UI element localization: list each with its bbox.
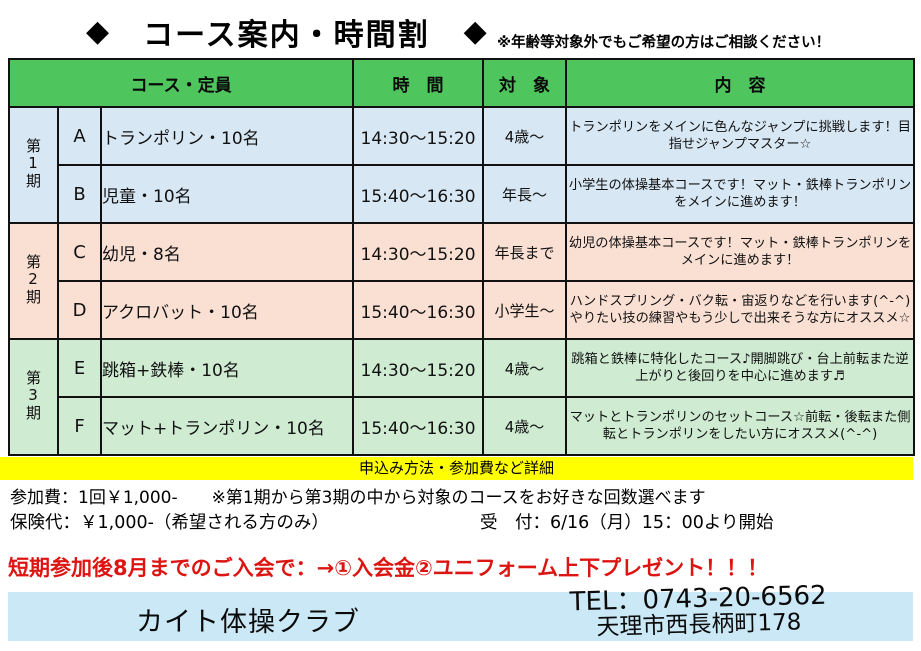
course-time: 15:40～16:30 — [352, 164, 485, 224]
course-description: マットとトランポリンのセットコース☆前転・後転また側転とトランポリンをしたい方に… — [565, 396, 916, 456]
course-name: 跳箱+鉄棒・10名 — [99, 338, 355, 398]
course-name: 幼児・8名 — [99, 222, 355, 282]
course-target: 年長まで — [482, 222, 568, 282]
period-3-cell: 第3期 — [8, 338, 59, 456]
insurance-fee-text: 保険代：￥1,000-（希望される方のみ） — [10, 513, 329, 533]
course-name: アクロバット・10名 — [99, 280, 355, 340]
header-target: 対 象 — [482, 58, 568, 108]
table-row-e: 第3期 E 跳箱+鉄棒・10名 14:30～15:20 4歳～ 跳箱と鉄棒に特化… — [8, 338, 916, 456]
participation-fee-line: 参加費：1回￥1,000- ※第1期から第3期の中から対象のコースをお好きな回数… — [10, 488, 706, 508]
page-title-text: コース案内・時間割 — [143, 18, 430, 53]
course-name: マット+トランポリン・10名 — [99, 396, 355, 456]
course-target: 4歳～ — [482, 396, 568, 456]
membership-promo-text: 短期参加後8月までのご入会で：→①入会金②ユニフォーム上下プレゼント！！！ — [8, 556, 769, 580]
course-letter: F — [57, 396, 102, 456]
course-target: 年長～ — [482, 164, 568, 224]
header-content: 内 容 — [565, 58, 916, 108]
reception-start-text: 受 付：6/16（月）15：00より開始 — [480, 513, 774, 533]
course-target: 4歳～ — [482, 106, 568, 166]
diamond-icon: ◆ — [86, 14, 110, 49]
course-letter: B — [57, 164, 102, 224]
course-letter: E — [57, 338, 102, 398]
course-description: トランポリンをメインに色んなジャンプに挑戦します！目指せジャンプマスター☆ — [565, 106, 916, 166]
table-row-b: B 児童・10名 15:40～16:30 年長～ 小学生の体操基本コースです！マ… — [9, 164, 916, 224]
course-target: 4歳～ — [482, 338, 568, 398]
course-description: 幼児の体操基本コースです！マット・鉄棒トランポリンをメインに進めます！ — [565, 222, 916, 282]
course-time: 14:30～15:20 — [352, 222, 485, 282]
table-header-row: コース・定員 時 間 対 象 内 容 — [7, 58, 916, 108]
diamond-icon: ◆ — [463, 14, 487, 49]
course-description: ハンドスプリング・バク転・宙返りなどを行います(^-^)やりたい技の練習やもう少… — [565, 280, 916, 340]
course-description: 跳箱と鉄棒に特化したコース♪開脚跳び・台上前転また逆上がりと後回りを中心に進めま… — [565, 338, 916, 398]
course-description: 小学生の体操基本コースです！マット・鉄棒トランポリンをメインに進めます！ — [565, 164, 916, 224]
header-time: 時 間 — [352, 58, 485, 108]
table-row-c: 第2期 C 幼児・8名 14:30～15:20 年長まで 幼児の体操基本コースで… — [8, 222, 916, 340]
table-row-d: D アクロバット・10名 15:40～16:30 小学生～ ハンドスプリング・バ… — [9, 280, 916, 340]
age-exception-note: ※年齢等対象外でもご希望の方はご相談ください！ — [497, 35, 831, 51]
course-name: トランポリン・10名 — [99, 106, 355, 166]
course-target: 小学生～ — [482, 280, 568, 340]
course-letter: A — [57, 106, 102, 166]
course-time: 14:30～15:20 — [352, 338, 485, 398]
page-title: ◆ コース案内・時間割 ◆ — [86, 10, 487, 54]
application-details-banner: 申込み方法・参加費など詳細 — [0, 457, 913, 480]
club-name: カイト体操クラブ — [136, 607, 360, 638]
insurance-reception-line: 保険代：￥1,000-（希望される方のみ） 受 付：6/16（月）15：00より… — [10, 509, 910, 534]
period-1-cell: 第1期 — [8, 106, 59, 224]
header-course-capacity: コース・定員 — [7, 58, 355, 108]
course-letter: D — [57, 280, 102, 340]
table-row-a: 第1期 A トランポリン・10名 14:30～15:20 4歳～ トランポリンを… — [8, 106, 916, 224]
footer-band: カイト体操クラブ TEL：0743-20-6562 天理市西長柄町178 — [8, 581, 913, 641]
course-time: 15:40～16:30 — [352, 280, 485, 340]
contact-block: TEL：0743-20-6562 天理市西長柄町178 — [485, 579, 911, 643]
table-row-f: F マット+トランポリン・10名 15:40～16:30 4歳～ マットとトラン… — [9, 396, 916, 456]
course-time: 14:30～15:20 — [352, 106, 485, 166]
course-name: 児童・10名 — [99, 164, 355, 224]
course-time: 15:40～16:30 — [352, 396, 485, 456]
period-2-cell: 第2期 — [8, 222, 59, 340]
course-timetable: コース・定員 時 間 対 象 内 容 第1期 A トランポリン・10名 14:3… — [7, 58, 916, 456]
course-letter: C — [57, 222, 102, 282]
